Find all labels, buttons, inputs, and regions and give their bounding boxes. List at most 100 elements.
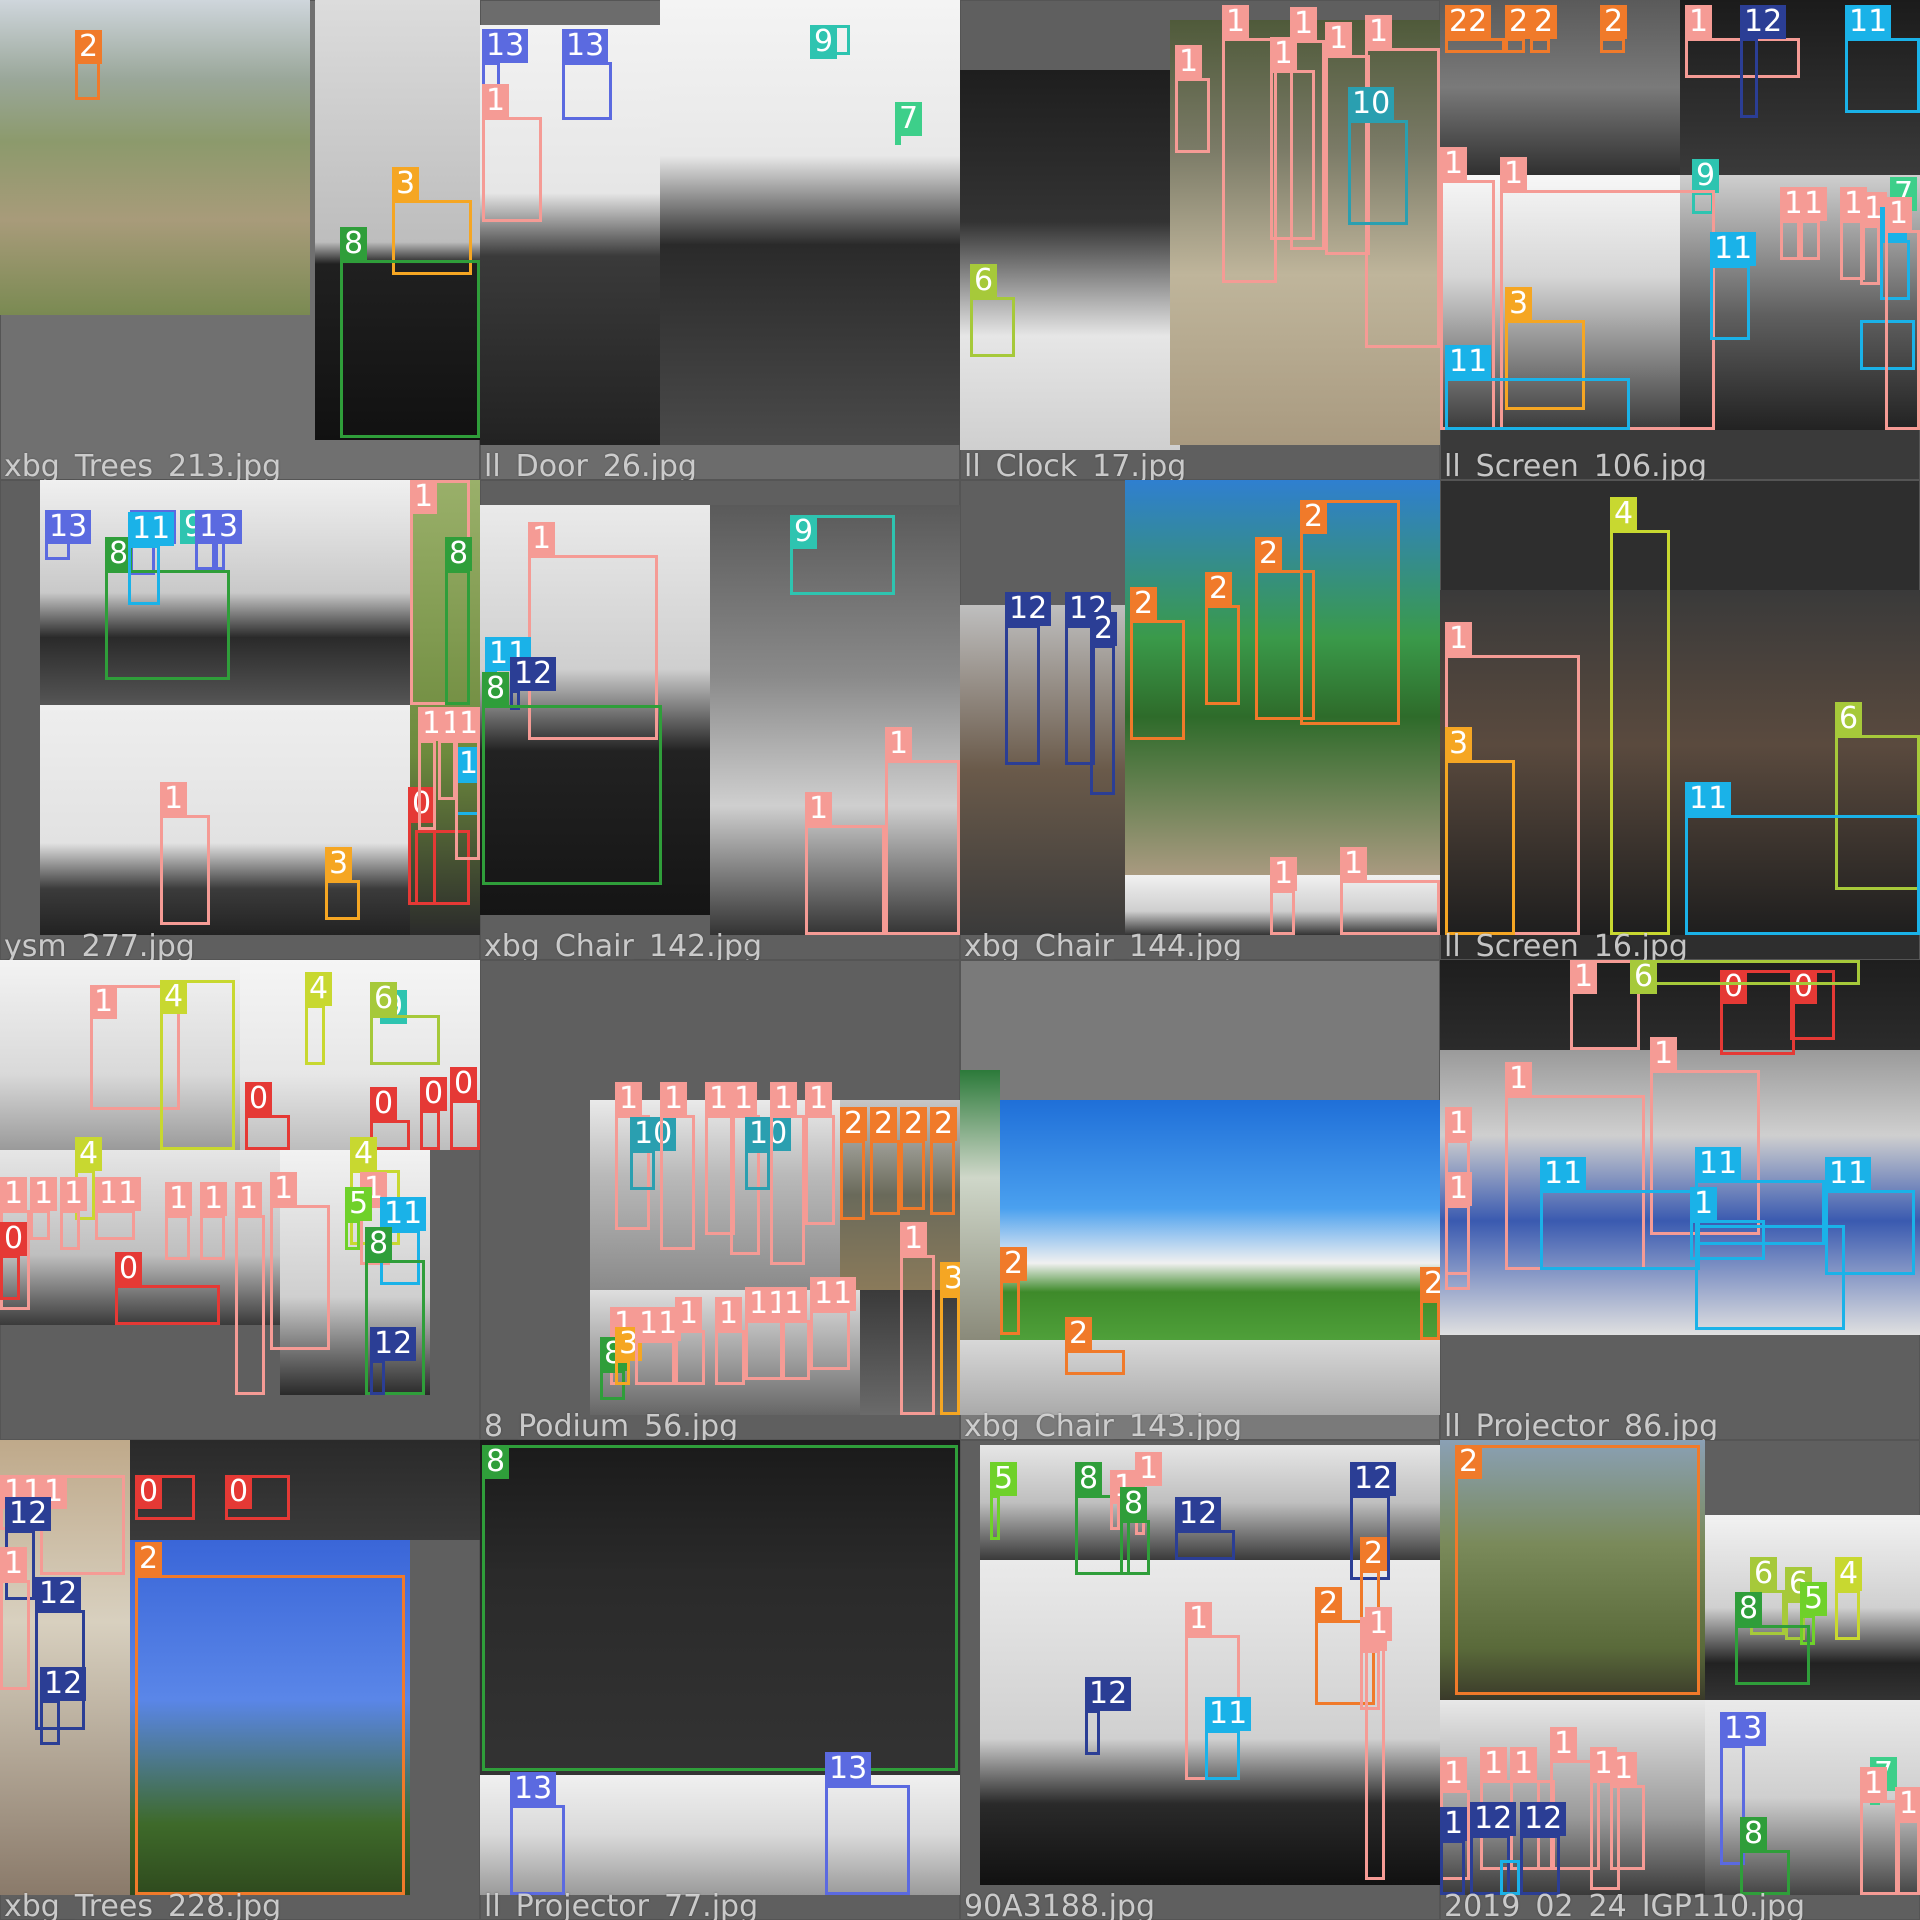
box-class-label: 11: [1540, 1157, 1587, 1191]
photo-region: [1440, 175, 1680, 430]
box-class-label: 1: [30, 1177, 58, 1211]
bounding-box-class-5: 5: [345, 1187, 373, 1250]
bounding-box-class-1: 1: [438, 707, 466, 800]
box-class-label: 12: [35, 1577, 82, 1611]
box-class-label: 1: [1222, 5, 1250, 39]
bounding-box-class-11: 11: [380, 1197, 427, 1285]
bounding-box-class-6: 6: [370, 982, 440, 1065]
box-class-label: 11: [810, 1277, 857, 1311]
bounding-box-class-2: 2: [1255, 537, 1315, 720]
bounding-box-class-9: 9: [810, 25, 850, 59]
box-class-label: 11: [1825, 1157, 1872, 1191]
bounding-box-class-0: 0: [450, 1067, 480, 1150]
mosaic-tile: 266458137811111111212112019_02_24_IGP110…: [1440, 1440, 1920, 1920]
bounding-box-class-11: 1: [1690, 1187, 1765, 1260]
bounding-box-class-1: 1: [1110, 1470, 1138, 1530]
box-class-label: 1: [1185, 1602, 1213, 1636]
bounding-box-class-1: 1: [805, 1082, 835, 1225]
box-class-label: 8: [1735, 1592, 1763, 1626]
bounding-box-class-3: 3: [392, 167, 472, 275]
box-class-label: 0: [1720, 970, 1748, 1004]
bounding-box-class-1: 1: [0, 1547, 30, 1690]
bounding-box-class-8: 8: [1735, 1592, 1810, 1685]
box-class-label: 1: [0, 1547, 28, 1581]
box-class-label: 1: [1365, 1607, 1393, 1641]
bounding-box-class-0: 0: [370, 1087, 410, 1150]
bounding-box-class-1: 1: [1650, 1037, 1760, 1235]
bounding-box-class-8: 8: [340, 227, 480, 438]
bounding-box-class-1: 1: [705, 1082, 735, 1235]
bounding-box-class-2: 2: [870, 1107, 900, 1215]
bounding-box-class-1: 1: [1895, 1787, 1920, 1895]
bounding-box-class-1: 1: [1440, 1757, 1470, 1880]
photo-region: [480, 25, 660, 445]
bounding-box-class-1: 1: [1860, 1767, 1900, 1895]
box-class-label: 12: [1005, 592, 1052, 626]
box-class-label: 1: [1895, 1787, 1920, 1821]
bounding-box-class-8: 8: [482, 1445, 958, 1771]
image-filename: ll_Projector_86.jpg: [1444, 1409, 1719, 1440]
box-class-label: 9: [810, 25, 838, 59]
box-class-label: 0: [450, 1067, 478, 1101]
box-class-label: 1: [1610, 1752, 1638, 1786]
photo-region: [660, 0, 960, 445]
box-class-label: 4: [160, 980, 188, 1014]
bounding-box-class-1: 1: [1365, 15, 1440, 348]
box-class-label: 1: [1840, 187, 1868, 221]
bounding-box-class-1: 1: [1340, 847, 1440, 935]
bounding-box-class-3: 3: [1505, 287, 1585, 410]
box-class-label: 1: [675, 1297, 703, 1331]
box-class-label: 8: [365, 1227, 393, 1261]
box-class-label: 8: [482, 1445, 510, 1479]
photo-region: [1440, 1440, 1705, 1700]
box-class-label: 1: [1440, 1807, 1468, 1841]
box-class-label: 9: [790, 515, 818, 549]
bounding-box-class-12: 12: [1175, 1497, 1235, 1560]
box-class-label: 1: [1340, 847, 1368, 881]
box-class-label: 1: [805, 792, 833, 826]
photo-region: [960, 1070, 1000, 1340]
box-class-label: 7: [895, 102, 923, 136]
box-class-label: 1: [805, 1082, 833, 1116]
bounding-box-class-1: 1: [482, 84, 542, 222]
box-class-label: 12: [510, 657, 557, 691]
bounding-box-class-1: 1: [1570, 960, 1640, 1050]
bounding-box-class-8: 8: [445, 537, 473, 705]
box-class-label: 11: [1695, 1147, 1742, 1181]
bounding-box-class-11: [1500, 1860, 1520, 1895]
photo-region: [130, 1540, 410, 1895]
mosaic-tile: 131391338111813011111ysm_277.jpg: [0, 480, 480, 960]
box-class-label: 1: [200, 1182, 228, 1216]
box-class-label: 9: [1692, 159, 1720, 193]
box-class-label: 1: [1500, 157, 1528, 191]
bounding-box-class-12: 12: [1085, 1677, 1132, 1755]
box-class-label: 13: [1720, 1712, 1767, 1746]
box-class-label: 3: [940, 1262, 960, 1296]
bounding-box-class-1: 1: [40, 1475, 125, 1575]
box-class-label: 1: [1800, 187, 1828, 221]
box-class-label: 1: [1325, 22, 1353, 56]
bounding-box-class-2: 2: [900, 1107, 928, 1210]
box-class-label: 8: [482, 672, 510, 706]
bounding-box-class-1: 1: [30, 1177, 58, 1240]
box-class-label: 2: [1130, 587, 1158, 621]
bounding-box-class-1: 1: [418, 707, 446, 830]
bounding-box-class-1: 1: [1885, 197, 1920, 430]
box-class-label: 5: [1800, 1582, 1828, 1616]
box-class-label: 12: [1350, 1462, 1397, 1496]
bounding-box-class-2: 2: [1360, 1537, 1388, 1630]
box-class-label: 1: [60, 1177, 88, 1211]
bounding-box-class-0: 0: [0, 1222, 28, 1300]
bounding-box-class-12: 12: [1350, 1462, 1397, 1580]
box-class-label: 1: [410, 480, 438, 514]
box-class-label: 1: [1445, 1172, 1473, 1206]
bounding-box-class-12: 12: [5, 1497, 52, 1600]
bounding-box-class-8: 8: [1120, 1487, 1150, 1575]
bounding-box-class-1: 1: [715, 1297, 745, 1385]
bounding-box-class-0: 0: [1720, 970, 1795, 1055]
box-class-label: 1: [660, 1082, 688, 1116]
box-class-label: 1: [770, 1082, 798, 1116]
bounding-box-class-8: 8: [105, 537, 230, 680]
box-class-label: 4: [75, 1137, 103, 1171]
